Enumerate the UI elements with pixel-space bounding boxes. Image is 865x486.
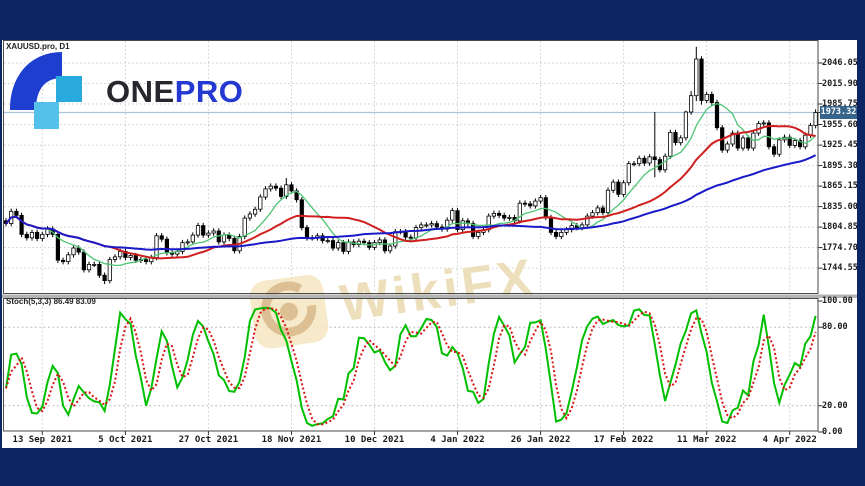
onepro-logo-text: ONEPRO <box>106 74 243 110</box>
top-banner <box>0 0 865 40</box>
current-price-tag: 1973.32 <box>820 106 857 119</box>
onepro-logo-mark <box>10 52 82 129</box>
onepro-logo-text-one: ONE <box>106 74 175 109</box>
right-banner-strip <box>857 40 865 448</box>
onepro-logo-text-pro: PRO <box>174 74 244 109</box>
stochastic-indicator-label: Stoch(5,3,3) 86.49 83.09 <box>6 297 96 306</box>
onepro-logo: ONEPRO <box>10 52 243 132</box>
bottom-banner <box>0 448 865 486</box>
chart-background <box>2 40 857 448</box>
left-banner-strip <box>0 40 2 448</box>
symbol-timeframe-label: XAUUSD.pro, D1 <box>6 42 70 51</box>
